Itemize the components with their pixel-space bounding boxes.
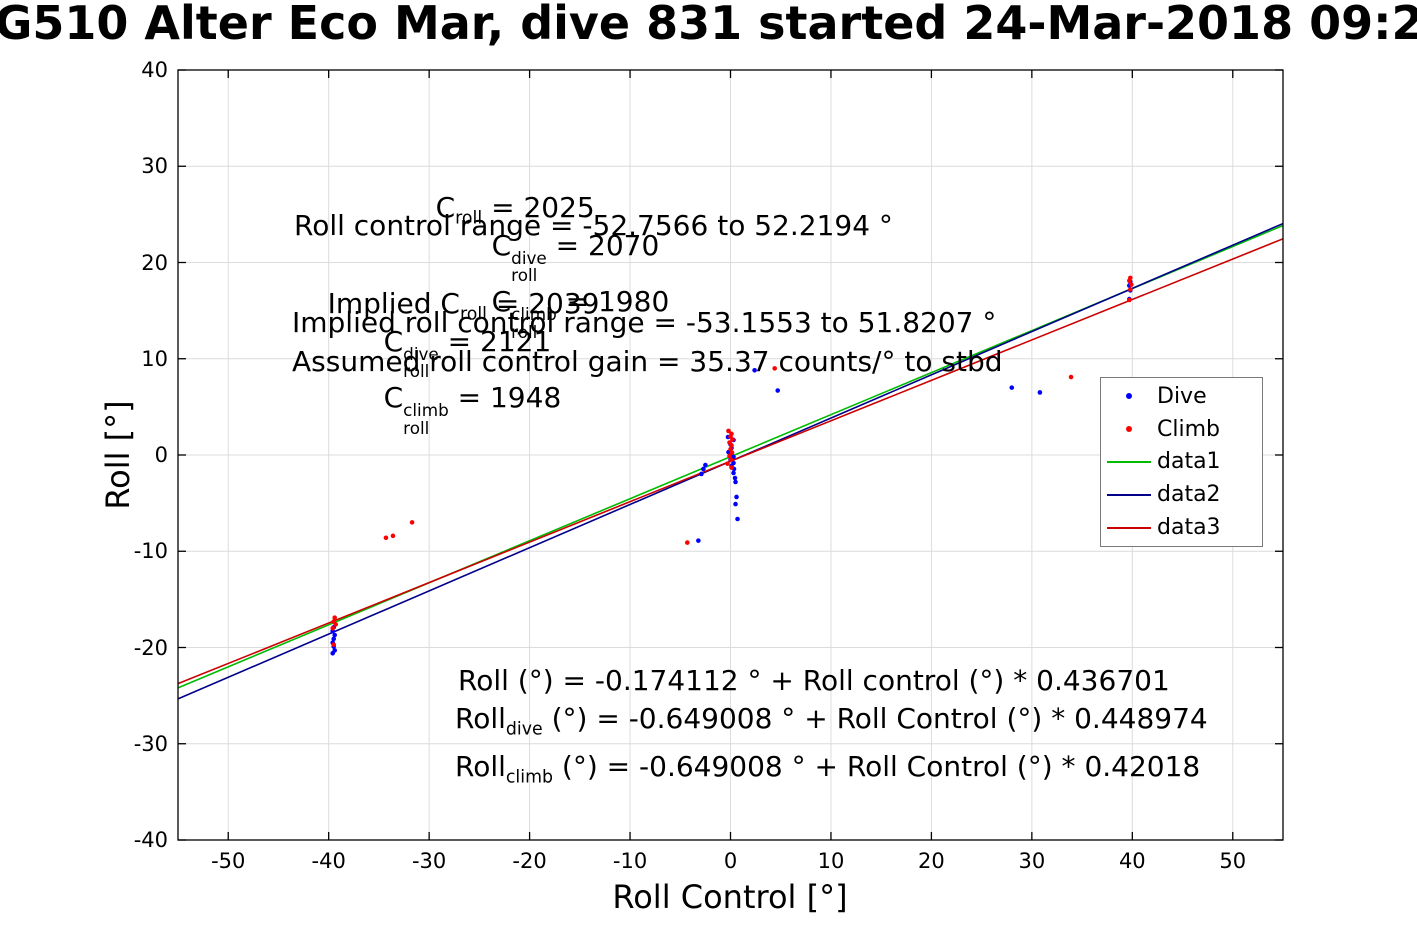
legend-label-data1: data1	[1157, 449, 1221, 475]
legend-item-data1: data1	[1101, 447, 1262, 477]
chart-title: SG510 Alter Eco Mar, dive 831 started 24…	[0, 0, 1417, 50]
fit-equation-all: Roll (°) = -0.174112 ° + Roll control (°…	[458, 664, 1170, 697]
x-tick-label: 50	[1219, 849, 1247, 873]
y-tick-label: -20	[133, 635, 168, 660]
y-tick-label: 10	[141, 346, 168, 371]
y-tick-label: 20	[141, 250, 168, 275]
x-axis-label: Roll Control [°]	[612, 878, 848, 916]
x-tick-label: -40	[311, 849, 346, 873]
legend-item-data2: data2	[1101, 480, 1262, 510]
legend-label-dive: Dive	[1157, 383, 1207, 409]
x-tick-label: -30	[411, 849, 447, 873]
legend-label-data3: data3	[1157, 515, 1221, 541]
implied-roll-control-range-annotation: Implied roll control range = -53.1553 to…	[292, 306, 997, 339]
x-tick-label: -10	[612, 849, 648, 873]
y-tick-label: -30	[133, 731, 168, 756]
y-tick-label: -40	[133, 828, 168, 852]
data3-marker-zone	[1101, 526, 1157, 529]
data3-line-marker	[1107, 526, 1151, 529]
y-tick-label: 0	[154, 443, 168, 467]
y-tick-label: 40	[141, 58, 168, 82]
dive-marker-zone	[1101, 393, 1157, 400]
legend-item-dive: Dive	[1101, 381, 1262, 411]
data2-line-marker	[1107, 493, 1151, 496]
x-tick-label: -20	[512, 849, 547, 873]
legend-item-climb: Climb	[1101, 414, 1262, 444]
climb-points	[330, 275, 1134, 647]
fit-equation-climb: Rollclimb (°) = -0.649008 ° + Roll Contr…	[455, 750, 1201, 788]
axes-frame	[177, 69, 1284, 841]
assumed-gain-annotation: Assumed roll control gain = 35.37 counts…	[292, 345, 1003, 378]
fit-equation-dive: Rolldive (°) = -0.649008 ° + Roll Contro…	[455, 702, 1208, 740]
climb-marker-zone	[1101, 426, 1157, 433]
data1-marker-zone	[1101, 460, 1157, 463]
y-tick-label: -10	[133, 539, 168, 564]
x-tick-label: 0	[723, 849, 738, 873]
x-tick-label: -50	[211, 849, 246, 873]
legend-label-climb: Climb	[1157, 416, 1220, 442]
x-tick-label: 10	[817, 849, 845, 873]
data1-line-marker	[1107, 460, 1151, 463]
y-tick-label: 30	[141, 154, 168, 179]
x-tick-label: 30	[1018, 849, 1046, 873]
legend-item-data3: data3	[1101, 513, 1262, 543]
roll-control-range-annotation: Roll control range = -52.7566 to 52.2194…	[294, 209, 893, 242]
x-tick-label: 40	[1118, 849, 1146, 873]
legend: Dive Climb data1 data2 data3	[1100, 377, 1263, 547]
implied-c-roll-term: Implied Croll = 2039	[327, 287, 600, 325]
c-roll-term: Croll = 2025	[435, 191, 595, 229]
climb-dot-marker	[1126, 426, 1132, 433]
data2-marker-zone	[1101, 493, 1157, 496]
legend-label-data2: data2	[1157, 482, 1221, 508]
x-tick-label: 20	[918, 849, 945, 873]
dive-dot-marker	[1126, 393, 1132, 400]
